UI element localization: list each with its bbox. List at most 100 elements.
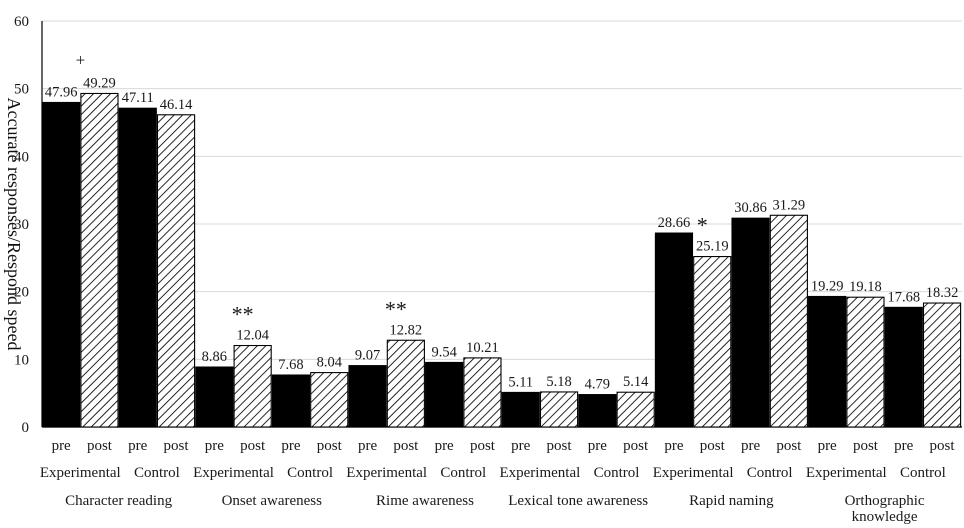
data-label: 9.07 bbox=[355, 348, 380, 364]
bar-post bbox=[616, 391, 655, 428]
bar-post bbox=[693, 255, 732, 428]
data-label: 5.11 bbox=[508, 374, 533, 390]
data-label: 4.79 bbox=[585, 377, 610, 393]
data-label: 10.21 bbox=[466, 340, 499, 356]
y-tick-label: 30 bbox=[14, 217, 29, 233]
x-tick-label-pre: pre bbox=[281, 438, 300, 454]
data-label: 47.11 bbox=[122, 90, 154, 106]
x-tick-label-post: post bbox=[853, 438, 879, 454]
bar-post bbox=[386, 339, 425, 428]
bars bbox=[42, 92, 962, 428]
x-tick-label-post: post bbox=[547, 438, 573, 454]
condition-label: Experimental bbox=[346, 465, 427, 481]
bar-post bbox=[922, 302, 962, 428]
bar-pre bbox=[271, 374, 311, 428]
condition-label: Control bbox=[134, 465, 180, 481]
significance-mark: ** bbox=[232, 302, 254, 327]
bar-post bbox=[233, 344, 272, 428]
group-label-line: Orthographic bbox=[845, 493, 925, 509]
significance-mark: * bbox=[697, 213, 708, 238]
data-label: 5.18 bbox=[546, 374, 571, 390]
bar-pre bbox=[808, 295, 847, 428]
x-tick-label-post: post bbox=[87, 438, 113, 454]
data-label: 12.82 bbox=[390, 322, 423, 338]
bar-pre bbox=[731, 217, 770, 428]
data-label: 7.68 bbox=[278, 357, 303, 373]
data-label: 30.86 bbox=[734, 200, 767, 216]
y-tick-label: 20 bbox=[14, 285, 29, 301]
bar-pre bbox=[42, 101, 81, 428]
condition-label: Control bbox=[594, 465, 640, 481]
data-label: 17.68 bbox=[887, 289, 920, 305]
bar-pre bbox=[425, 361, 464, 428]
bar-pre bbox=[501, 391, 540, 428]
data-label: 18.32 bbox=[926, 285, 959, 301]
x-tick-label-post: post bbox=[776, 438, 802, 454]
data-label: 8.04 bbox=[317, 355, 343, 371]
group-label: Rapid naming bbox=[689, 493, 774, 509]
x-tick-label-post: post bbox=[240, 438, 266, 454]
bar-post bbox=[539, 391, 579, 428]
data-label: 31.29 bbox=[773, 197, 806, 213]
condition-label: Control bbox=[440, 465, 486, 481]
x-tick-label-post: post bbox=[930, 438, 956, 454]
x-tick-label-pre: pre bbox=[128, 438, 147, 454]
condition-label: Experimental bbox=[806, 465, 887, 481]
group-label: Lexical tone awareness bbox=[508, 493, 648, 509]
bar-pre bbox=[884, 306, 923, 428]
x-tick-label-pre: pre bbox=[741, 438, 760, 454]
data-label: 19.29 bbox=[811, 278, 844, 294]
data-label: 49.29 bbox=[83, 75, 116, 91]
condition-label: Experimental bbox=[193, 465, 274, 481]
condition-label: Experimental bbox=[499, 465, 580, 481]
x-tick-label-pre: pre bbox=[511, 438, 530, 454]
data-label: 12.04 bbox=[236, 328, 269, 344]
condition-label: Experimental bbox=[40, 465, 121, 481]
bar-pre bbox=[578, 394, 617, 428]
y-tick-label: 40 bbox=[14, 149, 29, 165]
x-tick-label-post: post bbox=[317, 438, 343, 454]
x-tick-label-pre: pre bbox=[818, 438, 837, 454]
group-label: Rime awareness bbox=[376, 493, 474, 509]
bar-pre bbox=[118, 107, 157, 428]
significance-mark: ** bbox=[385, 296, 407, 321]
x-tick-label-pre: pre bbox=[435, 438, 454, 454]
bar-post bbox=[846, 296, 885, 428]
group-label: Character reading bbox=[65, 493, 173, 509]
bar-pre bbox=[195, 366, 234, 428]
bar-post bbox=[156, 114, 196, 428]
x-tick-label-pre: pre bbox=[52, 438, 71, 454]
condition-label: Control bbox=[287, 465, 333, 481]
x-tick-label-pre: pre bbox=[588, 438, 607, 454]
x-tick-label-pre: pre bbox=[205, 438, 224, 454]
data-label: 47.96 bbox=[45, 84, 78, 100]
x-tick-label-pre: pre bbox=[358, 438, 377, 454]
x-tick-label-post: post bbox=[623, 438, 649, 454]
y-tick-label: 10 bbox=[14, 352, 29, 368]
data-label: 5.14 bbox=[623, 374, 649, 390]
bar-pre bbox=[348, 365, 387, 428]
bar-post bbox=[769, 214, 808, 428]
y-tick-label: 50 bbox=[14, 82, 29, 98]
group-label-line: knowledge bbox=[852, 509, 918, 525]
data-label: 28.66 bbox=[658, 215, 691, 231]
data-label: 19.18 bbox=[849, 279, 882, 295]
x-tick-label-pre: pre bbox=[664, 438, 683, 454]
bar-post bbox=[310, 372, 349, 428]
bar-pre bbox=[654, 232, 694, 428]
y-tick-label: 60 bbox=[14, 14, 29, 30]
y-tick-label: 0 bbox=[22, 420, 30, 436]
x-tick-label-pre: pre bbox=[894, 438, 913, 454]
x-tick-label-post: post bbox=[700, 438, 726, 454]
condition-label: Control bbox=[747, 465, 793, 481]
bar-post bbox=[463, 357, 502, 428]
condition-label: Experimental bbox=[653, 465, 734, 481]
condition-label: Control bbox=[900, 465, 946, 481]
labels: 0 10 20 30 40 50 60 47.96 pre 49.29 post + Experimen… bbox=[14, 14, 958, 525]
x-tick-label-post: post bbox=[164, 438, 190, 454]
group-label: Onset awareness bbox=[222, 493, 323, 509]
x-tick-label-post: post bbox=[393, 438, 419, 454]
x-tick-label-post: post bbox=[470, 438, 496, 454]
data-label: 46.14 bbox=[160, 97, 193, 113]
